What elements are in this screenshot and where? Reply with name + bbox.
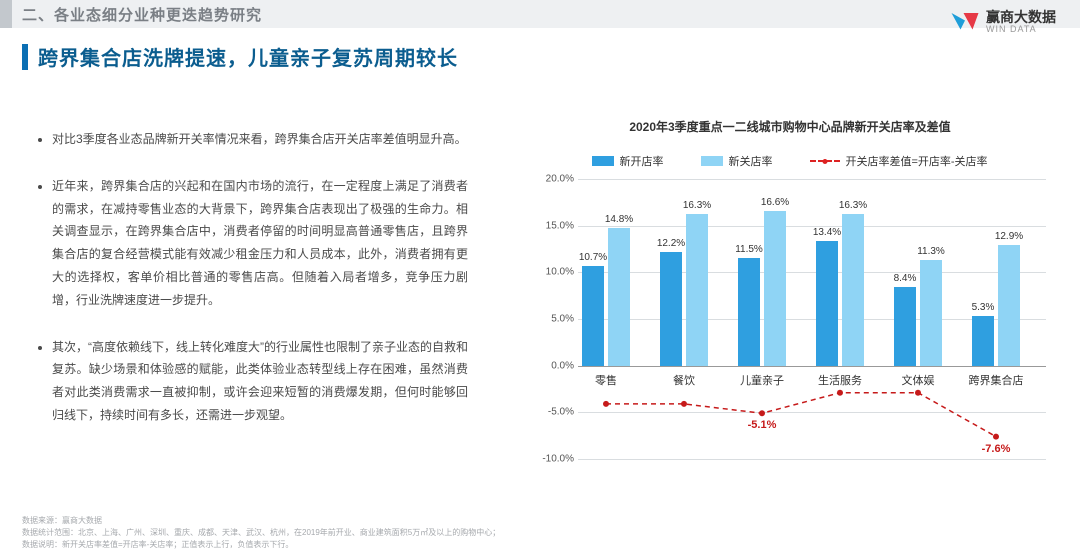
logo-subtext: WIN DATA <box>986 24 1056 34</box>
legend-swatch-close <box>701 156 723 166</box>
y-tick-label: 15.0% <box>546 220 574 231</box>
page-title: 跨界集合店洗牌提速，儿童亲子复苏周期较长 <box>38 42 458 71</box>
footnote-line: 数据统计范围：北京、上海、广州、深圳、重庆、成都、天津、武汉、杭州，在2019年… <box>22 527 500 539</box>
title-bar: 跨界集合店洗牌提速，儿童亲子复苏周期较长 <box>22 42 458 71</box>
legend-label: 开关店率差值=开店率-关店率 <box>845 153 987 169</box>
legend-open: 新开店率 <box>592 153 663 169</box>
plot-area: -10.0%-5.0%0.0%5.0%10.0%15.0%20.0% 10.7%… <box>530 179 1050 459</box>
topbar-accent <box>0 0 12 28</box>
bullet-item: 近年来，跨界集合店的兴起和在国内市场的流行，在一定程度上满足了消费者的需求，在减… <box>52 175 468 312</box>
legend-swatch-open <box>592 156 614 166</box>
y-axis: -10.0%-5.0%0.0%5.0%10.0%15.0%20.0% <box>530 179 578 459</box>
legend-diff: 开关店率差值=开店率-关店率 <box>810 153 987 169</box>
bullet-item: 其次，“高度依赖线下，线上转化难度大”的行业属性也限制了亲子业态的自救和复苏。缺… <box>52 336 468 427</box>
body-bullets: 对比3季度各业态品牌新开关率情况来看，跨界集合店开关店率差值明显升高。 近年来，… <box>38 128 468 451</box>
brand-logo: 赢商大数据 WIN DATA <box>950 10 1056 34</box>
footnote-line: 数据来源：赢商大数据 <box>22 515 500 527</box>
y-tick-label: -5.0% <box>548 407 574 418</box>
legend-close: 新关店率 <box>701 153 772 169</box>
bullet-item: 对比3季度各业态品牌新开关率情况来看，跨界集合店开关店率差值明显升高。 <box>52 128 468 151</box>
footnotes: 数据来源：赢商大数据 数据统计范围：北京、上海、广州、深圳、重庆、成都、天津、武… <box>22 515 500 551</box>
chart-legend: 新开店率 新关店率 开关店率差值=开店率-关店率 <box>520 153 1060 169</box>
y-tick-label: 0.0% <box>551 360 574 371</box>
y-tick-label: 10.0% <box>546 267 574 278</box>
title-accent <box>22 44 28 70</box>
chart: 2020年3季度重点一二线城市购物中心品牌新开关店率及差值 新开店率 新关店率 … <box>520 118 1060 498</box>
gridline <box>578 459 1046 460</box>
chart-title: 2020年3季度重点一二线城市购物中心品牌新开关店率及差值 <box>520 118 1060 135</box>
section-label: 二、各业态细分业种更迭趋势研究 <box>22 4 262 25</box>
legend-label: 新开店率 <box>619 153 663 169</box>
diff-line <box>578 179 1046 459</box>
y-tick-label: -10.0% <box>542 454 574 465</box>
y-tick-label: 20.0% <box>546 174 574 185</box>
logo-icon <box>950 11 980 33</box>
logo-text: 赢商大数据 <box>986 10 1056 24</box>
legend-label: 新关店率 <box>728 153 772 169</box>
footnote-line: 数据说明：新开关店率差值=开店率-关店率；正值表示上行，负值表示下行。 <box>22 539 500 551</box>
y-tick-label: 5.0% <box>551 314 574 325</box>
legend-line-icon <box>810 160 840 162</box>
